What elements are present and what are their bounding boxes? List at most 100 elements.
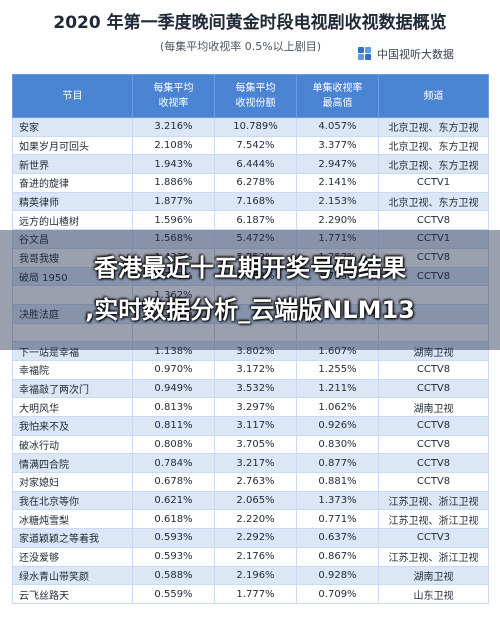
cell-avg-share: 5.472%	[214, 229, 297, 249]
table-row: 幸福院 0.970% 3.172% 1.255% CCTV8	[12, 359, 489, 380]
cell-channel: CCTV8	[378, 472, 489, 492]
cell-avg-share: 3.117%	[214, 416, 297, 436]
cell-avg-rating: 0.813%	[132, 397, 215, 417]
cell-avg-share: 2.176%	[214, 546, 297, 567]
cell-peak-rating: 0.771%	[296, 509, 379, 530]
cell-avg-rating: 0.678%	[132, 472, 215, 492]
cell-avg-share	[214, 303, 297, 324]
cell-avg-rating: 0.808%	[132, 434, 215, 455]
cell-peak-rating: 0.881%	[296, 472, 379, 492]
cell-peak-rating: 4.057%	[296, 117, 379, 137]
cell-program: 情满四合院	[12, 453, 133, 474]
table-row: 如果岁月可回头 2.108% 7.542% 3.377% 北京卫视、东方卫视	[12, 135, 489, 156]
table-row: 对家媳妇 0.678% 2.763% 0.881% CCTV8	[12, 472, 489, 492]
cell-channel: 江苏卫视、浙江卫视	[378, 490, 489, 511]
cell-avg-share: 3.172%	[214, 359, 297, 380]
cell-channel: 北京卫视、东方卫视	[378, 117, 489, 137]
cell-channel: CCTV8	[378, 378, 489, 399]
cell-program: 新世界	[12, 154, 133, 175]
cell-channel: CCTV8	[378, 247, 489, 268]
cell-channel	[378, 322, 489, 343]
cell-avg-rating: 1.943%	[132, 154, 215, 175]
cell-avg-share: 7.168%	[214, 191, 297, 212]
cell-channel: 北京卫视、东方卫视	[378, 191, 489, 212]
table-row: 情满四合院 0.784% 3.217% 0.877% CCTV8	[12, 453, 489, 474]
cell-channel: 山东卫视	[378, 584, 489, 604]
cell-avg-share: 7.542%	[214, 135, 297, 156]
cell-program: 安家	[12, 117, 133, 137]
cell-avg-rating: 0.949%	[132, 378, 215, 399]
cell-avg-share: 2.220%	[214, 509, 297, 530]
cell-peak-rating: 1.255%	[296, 359, 379, 380]
cell-program	[12, 285, 133, 305]
cell-avg-share: 5.659%	[214, 266, 297, 287]
banner-overlay	[0, 230, 500, 350]
cell-peak-rating: 0.928%	[296, 565, 379, 586]
table-row: 破冰行动 0.808% 3.705% 0.830% CCTV8	[12, 434, 489, 455]
cell-avg-rating: 1.433%	[132, 247, 215, 268]
cell-program: 破冰行动	[12, 434, 133, 455]
cell-channel: CCTV1	[378, 229, 489, 249]
table-row: 大明风华 0.813% 3.297% 1.062% 湖南卫视	[12, 397, 489, 417]
cell-program: 大明风华	[12, 397, 133, 417]
cell-peak-rating: 0.877%	[296, 453, 379, 474]
cell-avg-share: 3.802%	[214, 341, 297, 361]
cell-avg-rating: 0.784%	[132, 453, 215, 474]
brand-logo-icon	[358, 47, 372, 61]
cell-peak-rating: 1.062%	[296, 397, 379, 417]
cell-avg-rating: 0.621%	[132, 490, 215, 511]
cell-channel	[378, 285, 489, 305]
cell-avg-share: 3.217%	[214, 453, 297, 474]
cell-avg-share: 2.196%	[214, 565, 297, 586]
table-row: 1.362%	[12, 285, 489, 305]
cell-program: 我在北京等你	[12, 490, 133, 511]
cell-peak-rating	[296, 322, 379, 343]
cell-peak-rating: 0.637%	[296, 528, 379, 548]
table-row: 还没爱够 0.593% 2.176% 0.867% 江苏卫视、浙江卫视	[12, 546, 489, 567]
table-row: 冰糖炖雪梨 0.618% 2.220% 0.771% 江苏卫视、浙江卫视	[12, 509, 489, 530]
cell-avg-rating: 0.811%	[132, 416, 215, 436]
col-header-program: 节目	[12, 74, 133, 118]
table-row: 精英律师 1.877% 7.168% 2.153% 北京卫视、东方卫视	[12, 191, 489, 212]
page-subtitle: (每集平均收视率 0.5%以上剧目)	[160, 40, 322, 53]
cell-channel: CCTV8	[378, 210, 489, 231]
cell-peak-rating: 0.830%	[296, 434, 379, 455]
table-row: 幸福敲了两次门 0.949% 3.532% 1.211% CCTV8	[12, 378, 489, 399]
cell-avg-share: 6.187%	[214, 210, 297, 231]
col-header-avg-share: 每集平均 收视份额	[214, 74, 297, 118]
table-row: 破局 1950 1.366% 5.659% 1.723% CCTV8	[12, 266, 489, 287]
cell-avg-rating: 2.108%	[132, 135, 215, 156]
table-row: 我怕来不及 0.811% 3.117% 0.926% CCTV8	[12, 416, 489, 436]
cell-program: 幸福敲了两次门	[12, 378, 133, 399]
table-row: 远方的山楂树 1.596% 6.187% 2.290% CCTV8	[12, 210, 489, 231]
cell-program: 远方的山楂树	[12, 210, 133, 231]
cell-peak-rating: 2.947%	[296, 154, 379, 175]
cell-avg-rating: 3.216%	[132, 117, 215, 137]
table-row: 我在北京等你 0.621% 2.065% 1.373% 江苏卫视、浙江卫视	[12, 490, 489, 511]
cell-program: 精英律师	[12, 191, 133, 212]
cell-avg-share: 2.292%	[214, 528, 297, 548]
cell-program: 还没爱够	[12, 546, 133, 567]
cell-channel: CCTV8	[378, 359, 489, 380]
cell-channel: 北京卫视、东方卫视	[378, 154, 489, 175]
cell-program: 家道颖颖之等着我	[12, 528, 133, 548]
cell-peak-rating: 1.373%	[296, 490, 379, 511]
cell-program: 云飞丝路天	[12, 584, 133, 604]
cell-peak-rating: 1.771%	[296, 229, 379, 249]
cell-peak-rating: 2.290%	[296, 210, 379, 231]
cell-avg-rating: 1.596%	[132, 210, 215, 231]
cell-avg-share: 3.297%	[214, 397, 297, 417]
cell-channel: CCTV1	[378, 173, 489, 193]
cell-avg-rating: 0.618%	[132, 509, 215, 530]
cell-channel	[378, 303, 489, 324]
table-row: 云飞丝路天 0.559% 1.777% 0.709% 山东卫视	[12, 584, 489, 604]
cell-peak-rating: 2.141%	[296, 173, 379, 193]
table-row: 谷文昌 1.568% 5.472% 1.771% CCTV1	[12, 229, 489, 249]
cell-peak-rating: 0.867%	[296, 546, 379, 567]
cell-avg-rating: 1.877%	[132, 191, 215, 212]
cell-peak-rating: 3.377%	[296, 135, 379, 156]
brand: 中国视听大数据	[358, 46, 454, 62]
table-row: 家道颖颖之等着我 0.593% 2.292% 0.637% CCTV3	[12, 528, 489, 548]
cell-channel: 北京卫视、东方卫视	[378, 135, 489, 156]
page-title: 2020 年第一季度晚间黄金时段电视剧收视数据概览	[53, 13, 447, 33]
